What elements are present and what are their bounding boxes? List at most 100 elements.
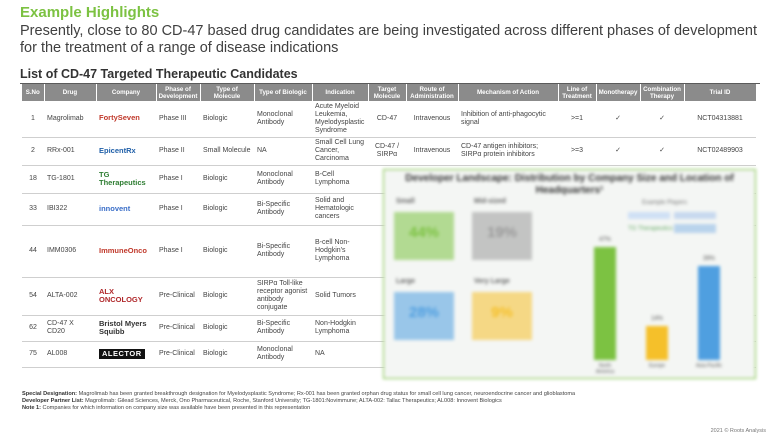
note-label: Note 1: bbox=[22, 405, 41, 412]
cell-sno: 33 bbox=[22, 193, 44, 226]
tile-label: Very Large bbox=[474, 278, 510, 285]
cell-company: ALX ONCOLOGY bbox=[96, 277, 156, 316]
company-logo: ImmuneOnco bbox=[99, 245, 147, 255]
company-logo: EpicentRx bbox=[99, 145, 136, 155]
title-divider bbox=[20, 83, 760, 84]
region-bar bbox=[594, 247, 616, 360]
cell-sno: 54 bbox=[22, 277, 44, 316]
cell-indication: Solid and Hematologic cancers bbox=[312, 193, 368, 226]
cell-phase: Phase I bbox=[156, 225, 200, 278]
cell-biologic: Bi-Specific Antibody bbox=[254, 225, 312, 278]
cell-molecule: Biologic bbox=[200, 277, 254, 316]
note-label: Special Designation: bbox=[22, 391, 78, 397]
cell-sno: 62 bbox=[22, 315, 44, 342]
cell-molecule: Biologic bbox=[200, 341, 254, 368]
cell-trial: NCT02489903 bbox=[684, 137, 756, 166]
cell-company: ImmuneOnco bbox=[96, 225, 156, 278]
company-size-tile: Small 44% bbox=[394, 198, 458, 262]
cell-indication: B-Cell Lymphoma bbox=[312, 165, 368, 194]
cell-drug: IMM0306 bbox=[44, 225, 96, 278]
cell-sno: 75 bbox=[22, 341, 44, 368]
region-bar-label: Asia-Pacific bbox=[695, 363, 723, 369]
cell-mono: ✓ bbox=[596, 101, 640, 138]
column-header: Phase of Development bbox=[156, 84, 201, 101]
cell-drug: Magrolimab bbox=[44, 101, 96, 138]
company-logo: ALX ONCOLOGY bbox=[99, 286, 143, 304]
column-header: Company bbox=[96, 84, 157, 101]
cell-drug: ALTA-002 bbox=[44, 277, 96, 316]
cell-combo: ✓ bbox=[640, 101, 684, 138]
note-text: Magrolimab has been granted breakthrough… bbox=[77, 391, 576, 397]
column-header: Mechanism of Action bbox=[458, 84, 559, 101]
cell-phase: Pre-Clinical bbox=[156, 341, 200, 368]
cell-biologic: SIRPα Toll-like receptor agonist antibod… bbox=[254, 277, 312, 316]
cell-company: innovent bbox=[96, 193, 156, 226]
company-size-tile: Mid-sized 19% bbox=[472, 198, 536, 262]
table-row: 2 RRx-001 EpicentRx Phase II Small Molecule N… bbox=[22, 137, 756, 166]
cell-trial: NCT04313881 bbox=[684, 101, 756, 138]
cell-moa: Inhibition of anti-phagocytic signal bbox=[458, 101, 558, 138]
cell-drug: RRx-001 bbox=[44, 137, 96, 166]
cell-molecule: Small Molecule bbox=[200, 137, 254, 166]
cell-drug: AL008 bbox=[44, 341, 96, 368]
table-header-row: S.No Drug Company Phase of Development T… bbox=[22, 84, 757, 101]
tile-swatch bbox=[394, 212, 454, 260]
cell-phase: Pre-Clinical bbox=[156, 315, 200, 342]
cell-indication: Small Cell Lung Cancer, Carcinoma bbox=[312, 137, 368, 166]
section-eyebrow: Example Highlights bbox=[20, 4, 160, 21]
table-row: 1 Magrolimab FortySeven Phase III Biologic Mo… bbox=[22, 101, 756, 138]
region-bar-value: 14% bbox=[650, 316, 663, 322]
cell-company: TG Therapeutics bbox=[96, 165, 156, 194]
column-header: S.No bbox=[22, 84, 45, 101]
cell-molecule: Biologic bbox=[200, 225, 254, 278]
tile-label: Mid-sized bbox=[474, 198, 506, 205]
region-bar-label: North America bbox=[595, 363, 615, 375]
cell-biologic: NA bbox=[254, 137, 312, 166]
company-size-tile: Large 28% bbox=[394, 278, 458, 342]
cell-biologic: Monoclonal Antibody bbox=[254, 101, 312, 138]
company-logo: TG Therapeutics bbox=[99, 169, 146, 187]
tile-swatch bbox=[472, 292, 532, 340]
cell-biologic: Bi-Specific Antibody bbox=[254, 193, 312, 226]
cell-phase: Phase I bbox=[156, 193, 200, 226]
cell-drug: CD-47 X CD20 bbox=[44, 315, 96, 342]
cell-molecule: Biologic bbox=[200, 315, 254, 342]
cell-route: Intravenous bbox=[406, 137, 458, 166]
developer-landscape-panel: Developer Landscape: Distribution by Com… bbox=[383, 169, 756, 379]
column-header: Route of Administration bbox=[406, 84, 459, 101]
headline: Presently, close to 80 CD-47 based drug … bbox=[20, 23, 757, 56]
tile-value: 9% bbox=[491, 304, 513, 321]
tile-value: 28% bbox=[408, 304, 440, 321]
cell-molecule: Biologic bbox=[200, 193, 254, 226]
company-logo: Bristol Myers Squibb bbox=[99, 318, 147, 336]
cell-phase: Pre-Clinical bbox=[156, 277, 200, 316]
cell-molecule: Biologic bbox=[200, 101, 254, 138]
company-logo: ALECTOR bbox=[99, 349, 145, 359]
cell-company: ALECTOR bbox=[96, 341, 156, 368]
note-label: Developer Partner List: bbox=[22, 398, 84, 405]
cell-mono: ✓ bbox=[596, 137, 640, 166]
cell-line: >=1 bbox=[558, 101, 596, 138]
cell-route: Intravenous bbox=[406, 101, 458, 138]
cell-target: CD-47 / SIRPα bbox=[368, 137, 406, 166]
cell-drug: IBI322 bbox=[44, 193, 96, 226]
column-header: Monotherapy bbox=[596, 84, 641, 101]
cell-sno: 1 bbox=[22, 101, 44, 138]
cell-indication: B-cell Non-Hodgkin's Lymphoma bbox=[312, 225, 368, 278]
tile-label: Large bbox=[396, 278, 416, 285]
region-bar-label: Europe bbox=[648, 363, 666, 369]
cell-biologic: Bi-Specific Antibody bbox=[254, 315, 312, 342]
cell-molecule: Biologic bbox=[200, 165, 254, 194]
cell-sno: 44 bbox=[22, 225, 44, 278]
cell-phase: Phase I bbox=[156, 165, 200, 194]
cell-sno: 18 bbox=[22, 165, 44, 194]
tile-swatch bbox=[472, 212, 532, 260]
cell-line: >=3 bbox=[558, 137, 596, 166]
column-header: Line of Treatment bbox=[558, 84, 597, 101]
cell-company: Bristol Myers Squibb bbox=[96, 315, 156, 342]
cell-biologic: Monoclonal Antibody bbox=[254, 341, 312, 368]
region-bar bbox=[646, 326, 668, 360]
legend-heading: Example Players bbox=[642, 200, 688, 206]
copyright-footer: 2021 © Roots Analysis bbox=[710, 428, 766, 434]
cell-sno: 2 bbox=[22, 137, 44, 166]
